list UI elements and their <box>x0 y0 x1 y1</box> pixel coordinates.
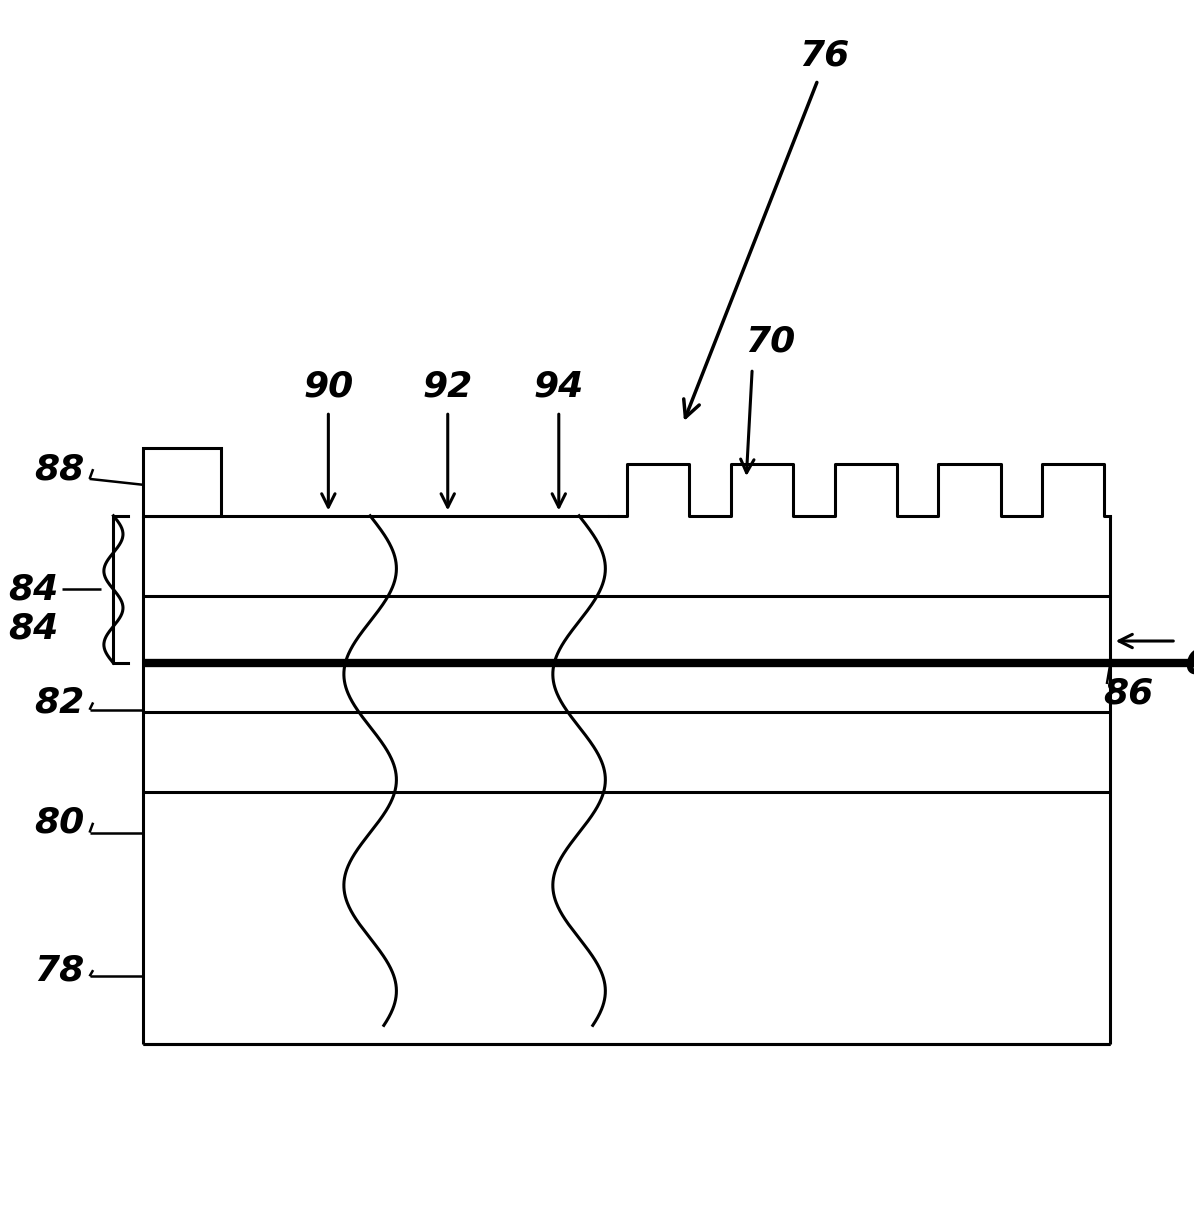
Text: 90: 90 <box>303 370 353 404</box>
Text: 84: 84 <box>8 612 59 646</box>
Text: 84: 84 <box>8 572 59 607</box>
Text: 70: 70 <box>745 324 795 359</box>
Text: 78: 78 <box>35 953 85 987</box>
Bar <box>143 448 221 516</box>
Text: 94: 94 <box>534 370 584 404</box>
Text: 82: 82 <box>35 685 85 720</box>
Text: 92: 92 <box>423 370 473 404</box>
Text: 88: 88 <box>35 452 85 486</box>
Text: 86: 86 <box>1103 677 1153 711</box>
Text: 68: 68 <box>1184 646 1194 680</box>
Text: 76: 76 <box>799 38 849 72</box>
Text: 80: 80 <box>35 806 85 840</box>
